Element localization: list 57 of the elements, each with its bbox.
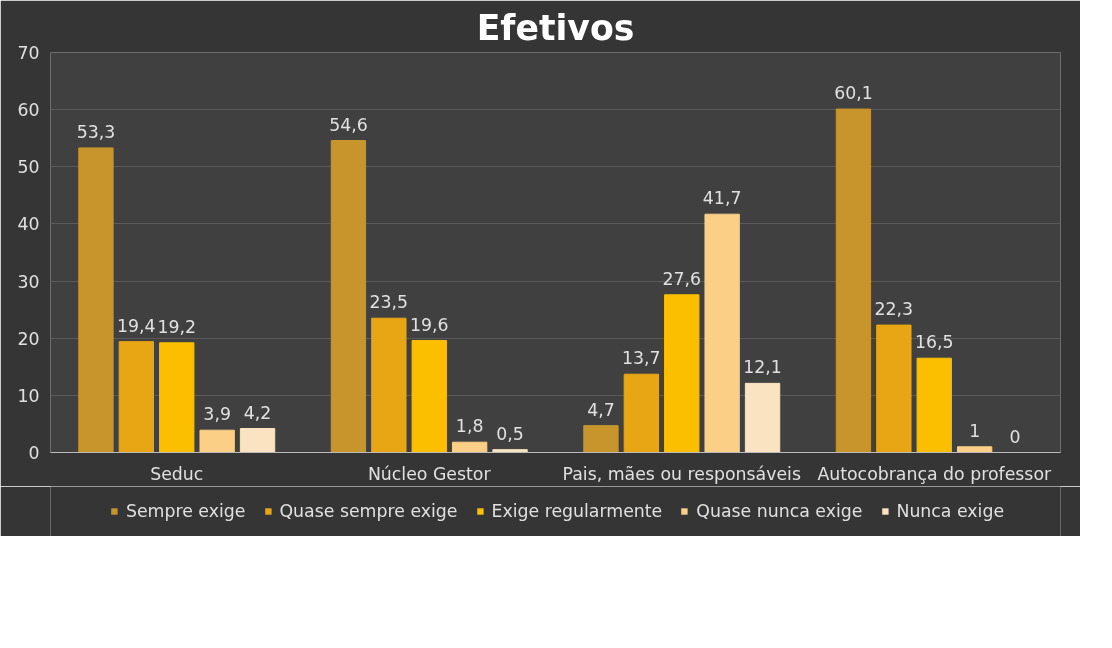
data-label: 4,7 (587, 399, 615, 420)
data-label: 12,1 (743, 357, 782, 378)
bar (623, 373, 660, 453)
y-tick-label: 20 (17, 328, 40, 349)
y-tick-label: 0 (28, 443, 40, 463)
data-label: 4,2 (243, 402, 272, 423)
data-label: 1,8 (455, 416, 484, 437)
data-label: 3,9 (203, 404, 231, 425)
data-label: 41,7 (702, 188, 742, 209)
bar (583, 425, 619, 453)
data-label: 16,5 (914, 332, 954, 353)
bar (492, 449, 528, 453)
y-tick-label: 10 (17, 385, 40, 406)
bar (78, 147, 114, 453)
bar (916, 357, 952, 453)
legend-label: Quase sempre exige (279, 501, 458, 521)
chart-title: Efetivos (476, 7, 635, 48)
data-label: 19,6 (409, 314, 449, 335)
x-tick-label: Núcleo Gestor (367, 463, 492, 484)
y-tick-label: 40 (17, 214, 40, 235)
legend-label: Nunca exige (896, 501, 1005, 521)
data-label: 22,3 (874, 299, 914, 320)
data-label: 13,7 (622, 348, 661, 369)
bar (118, 341, 155, 453)
legend-label: Quase nunca exige (696, 501, 863, 521)
data-label: 54,6 (329, 114, 368, 135)
bar (956, 446, 993, 453)
x-tick-label: Pais, mães ou responsáveis (562, 463, 801, 484)
x-tick-label: Autocobrança do professor (817, 463, 1052, 484)
legend-label: Sempre exige (125, 501, 246, 521)
data-label: 53,3 (76, 121, 116, 142)
data-label: 23,5 (369, 292, 409, 313)
data-label: 19,2 (157, 316, 197, 337)
bar (371, 317, 407, 453)
bar (330, 140, 367, 453)
bar (744, 382, 781, 453)
bar (704, 213, 740, 453)
y-tick-label: 50 (17, 157, 40, 178)
data-label: 27,6 (662, 268, 702, 289)
legend-label: Exige regularmente (491, 501, 663, 521)
bar (876, 324, 912, 453)
bar (159, 342, 195, 453)
x-tick-label: Seduc (150, 463, 204, 484)
data-label: 60,1 (834, 83, 873, 104)
bar (835, 108, 872, 453)
data-label: 19,4 (117, 315, 156, 336)
bar (664, 294, 700, 453)
data-label: 0,5 (496, 423, 524, 444)
y-tick-label: 30 (17, 271, 40, 292)
bar (199, 429, 235, 453)
bar (451, 441, 488, 453)
y-tick-label: 60 (17, 100, 40, 121)
data-label: 1 (969, 420, 981, 441)
y-tick-label: 70 (17, 43, 40, 63)
bar (239, 428, 276, 453)
data-label: 0 (1009, 426, 1021, 447)
bar (411, 340, 447, 453)
